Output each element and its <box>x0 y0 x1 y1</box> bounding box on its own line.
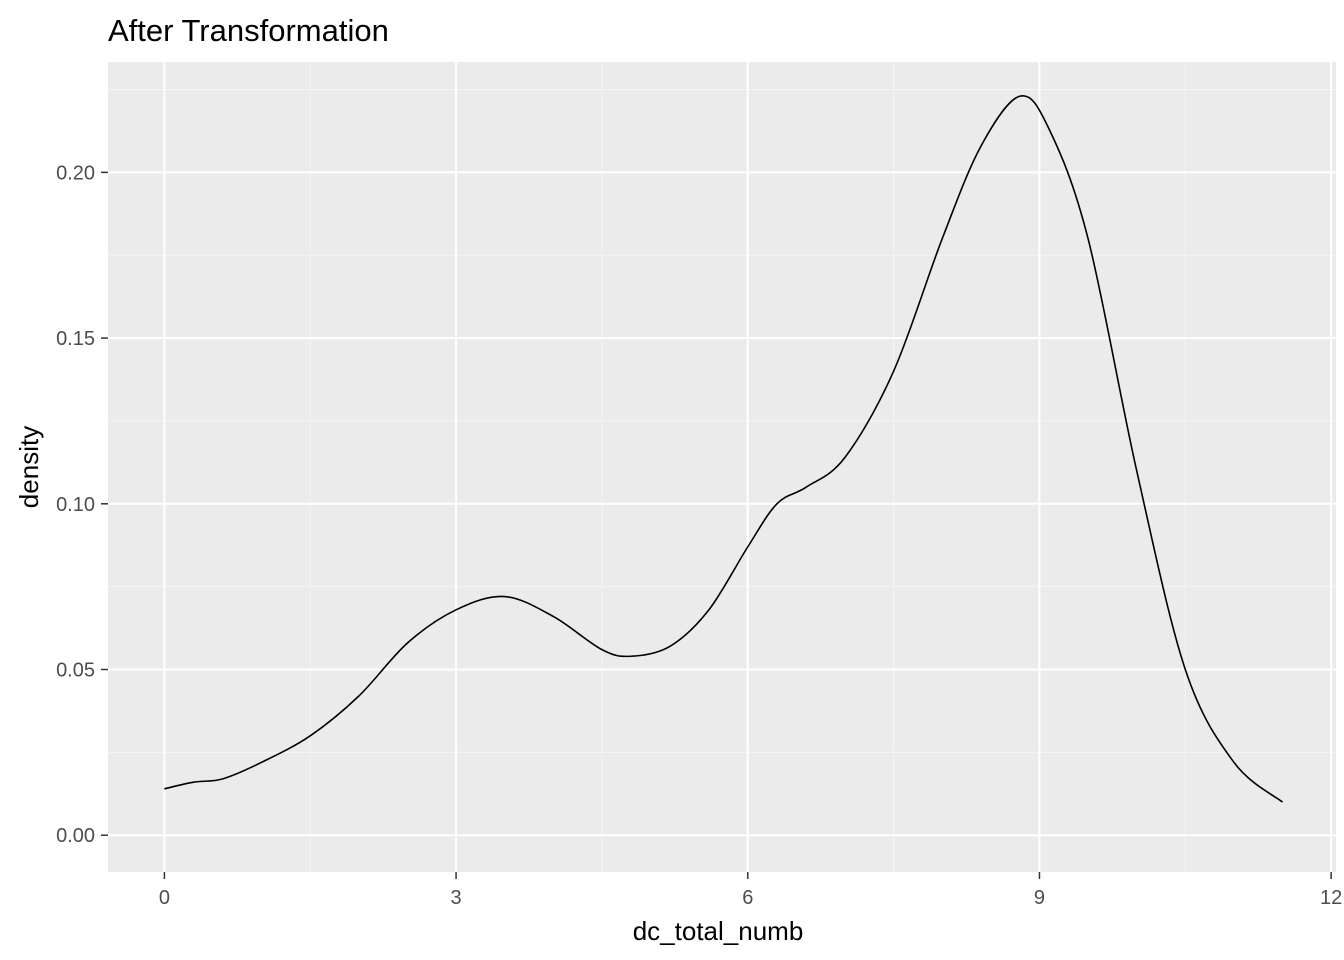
x-tick-label: 9 <box>1034 887 1045 909</box>
density-line <box>164 94 1284 803</box>
chart-title: After Transformation <box>108 13 389 48</box>
x-axis-title: dc_total_numb <box>633 916 804 946</box>
x-tick-label: 12 <box>1320 887 1342 909</box>
major-gridlines <box>108 62 1336 872</box>
y-tick-label: 0.00 <box>56 825 95 847</box>
x-tick-label: 0 <box>159 887 170 909</box>
y-tick-label: 0.05 <box>56 660 95 682</box>
x-tick-label: 6 <box>742 887 753 909</box>
minor-gridlines <box>108 62 1336 872</box>
y-axis-title: density <box>14 426 44 508</box>
plot-panel-background <box>108 62 1336 872</box>
y-tick-label: 0.10 <box>56 494 95 516</box>
y-tick-label: 0.15 <box>56 328 95 350</box>
x-tick-label: 3 <box>451 887 462 909</box>
x-axis-ticks: 0 3 6 9 12 <box>159 872 1342 909</box>
y-axis-ticks: 0.00 0.05 0.10 0.15 0.20 <box>56 162 108 847</box>
y-tick-label: 0.20 <box>56 162 95 184</box>
